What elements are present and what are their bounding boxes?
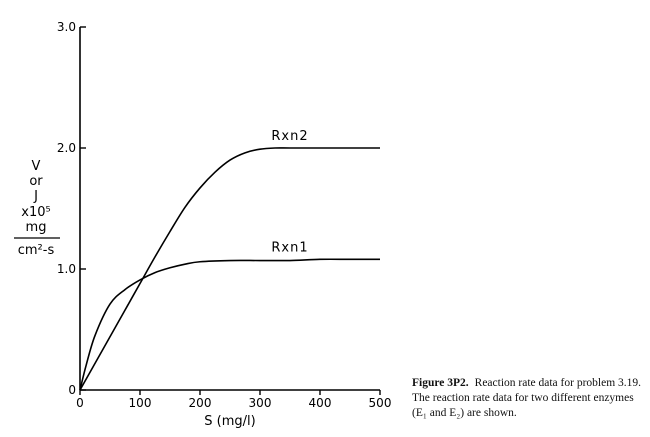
x-tick-label: 0 xyxy=(76,396,84,410)
y-tick-label: 2.0 xyxy=(57,141,76,155)
series-label-rxn2: Rxn2 xyxy=(271,129,308,144)
y-label-line: mg xyxy=(26,220,47,235)
x-tick-label: 300 xyxy=(249,396,272,410)
y-tick-label: 1.0 xyxy=(57,262,76,276)
series-lines xyxy=(79,147,380,391)
series-label-rxn1: Rxn1 xyxy=(271,240,308,255)
series-line-rxn1 xyxy=(79,258,380,391)
series-labels: Rxn2 Rxn1 xyxy=(271,129,308,255)
y-label-line: x10⁵ xyxy=(21,205,50,220)
x-axis-label: S (mg/l) xyxy=(204,414,255,429)
x-tick-label: 200 xyxy=(189,396,212,410)
y-tick-label: 3.0 xyxy=(57,20,76,34)
figure-caption: Figure 3P2. Reaction rate data for proble… xyxy=(412,376,644,421)
axes xyxy=(79,27,380,391)
figure-label: Figure 3P2. xyxy=(412,377,469,389)
y-label-line: or xyxy=(29,174,43,189)
x-ticks: 0 100 200 300 400 500 xyxy=(76,390,391,410)
y-label-denominator: cm²-s xyxy=(18,243,55,258)
y-tick-label: 0 xyxy=(68,383,76,397)
y-label-line: V xyxy=(32,159,41,174)
y-label-line: J xyxy=(33,189,38,204)
y-ticks: 0 1.0 2.0 3.0 xyxy=(57,20,86,397)
x-tick-label: 400 xyxy=(309,396,332,410)
caption-text: Reaction rate data for problem 3.19. The… xyxy=(412,377,642,419)
x-tick-label: 100 xyxy=(129,396,152,410)
x-tick-label: 500 xyxy=(369,396,392,410)
series-line-rxn2 xyxy=(79,147,380,391)
